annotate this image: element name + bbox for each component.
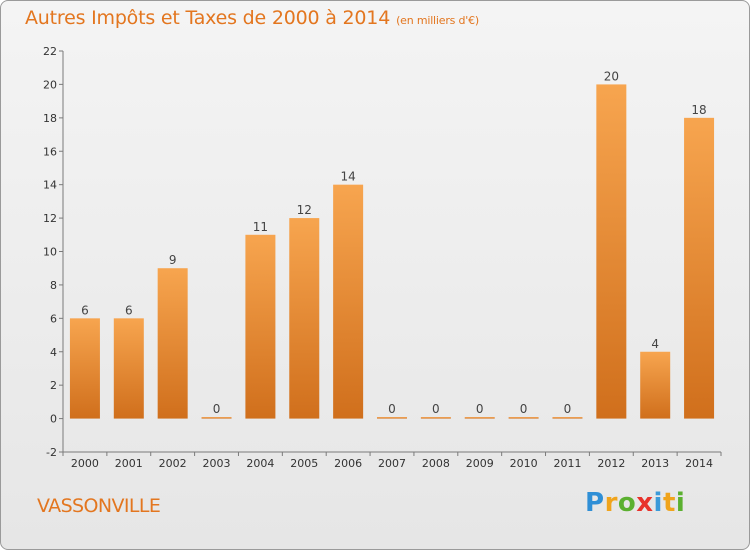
logo-letter: x — [636, 488, 654, 518]
logo-letter: P — [585, 488, 605, 518]
chart-unit: (en milliers d'€) — [396, 14, 479, 27]
data-label: 14 — [340, 170, 355, 184]
bars — [69, 84, 715, 419]
chart-title-text: Autres Impôts et Taxes de 2000 à 2014 — [25, 7, 391, 29]
y-tick-label: 14 — [43, 179, 57, 192]
bar — [464, 417, 495, 419]
bar — [201, 417, 232, 419]
data-label: 9 — [169, 253, 177, 267]
data-label: 18 — [691, 103, 706, 117]
data-label: 0 — [564, 402, 572, 416]
x-tick-label: 2004 — [246, 457, 274, 470]
logo-letter: r — [604, 488, 618, 518]
x-tick-label: 2005 — [290, 457, 318, 470]
y-tick-label: 16 — [43, 145, 57, 158]
x-tick-label: 2010 — [510, 457, 538, 470]
data-label: 4 — [651, 337, 659, 351]
x-tick-label: 2012 — [597, 457, 625, 470]
y-tick-label: 12 — [43, 212, 57, 225]
data-label: 0 — [213, 402, 221, 416]
data-label: 0 — [388, 402, 396, 416]
logo-letter: t — [662, 488, 676, 518]
x-tick-label: 2000 — [71, 457, 99, 470]
x-tick-label: 2014 — [685, 457, 713, 470]
x-tick-label: 2001 — [115, 457, 143, 470]
bar — [377, 417, 407, 419]
bar — [684, 117, 715, 419]
bar — [289, 218, 320, 419]
y-tick-label: 0 — [50, 413, 57, 426]
data-label: 0 — [520, 402, 528, 416]
bar — [640, 351, 671, 419]
y-tick-label: 22 — [43, 45, 57, 58]
data-label: 6 — [125, 303, 133, 317]
chart-title: Autres Impôts et Taxes de 2000 à 2014 (en… — [25, 7, 479, 29]
data-label: 11 — [253, 220, 268, 234]
x-tick-label: 2002 — [159, 457, 187, 470]
bar — [245, 234, 276, 419]
x-tick-label: 2007 — [378, 457, 406, 470]
y-tick-label: 4 — [50, 346, 57, 359]
commune-name: VASSONVILLE — [37, 495, 161, 517]
logo-letter: i — [675, 488, 686, 518]
data-label: 0 — [476, 402, 484, 416]
bar — [69, 318, 100, 419]
bar — [552, 417, 583, 419]
y-tick-label: 20 — [43, 78, 57, 91]
y-tick-label: 18 — [43, 112, 57, 125]
data-label: 0 — [432, 402, 440, 416]
x-axis: 2000 2001 2002 2003 2004 2005 2006 2007 2008 2009… — [62, 451, 722, 470]
x-tick-label: 2008 — [422, 457, 450, 470]
data-label: 12 — [297, 203, 312, 217]
x-tick-label: 2006 — [334, 457, 362, 470]
x-tick-label: 2013 — [641, 457, 669, 470]
y-tick-label: -2 — [46, 446, 57, 459]
y-tick-label: 8 — [50, 279, 57, 292]
bar — [508, 417, 539, 419]
bar — [333, 184, 364, 419]
data-label: 6 — [81, 303, 89, 317]
bar — [596, 84, 627, 419]
bar — [113, 318, 144, 419]
y-tick-label: 10 — [43, 246, 57, 259]
y-axis: -2 0 2 4 6 8 10 12 14 16 18 20 22 — [43, 45, 64, 459]
data-labels: 6 6 9 0 11 12 14 0 0 0 0 0 20 4 18 — [81, 69, 707, 416]
y-tick-label: 6 — [50, 312, 57, 325]
proxiti-logo[interactable]: Proxiti — [585, 488, 685, 518]
data-label: 20 — [604, 69, 619, 83]
bar — [157, 268, 188, 419]
logo-letter: i — [653, 488, 663, 518]
logo-letter: o — [617, 488, 637, 518]
x-tick-label: 2003 — [203, 457, 231, 470]
bar — [420, 417, 451, 419]
x-tick-label: 2009 — [466, 457, 494, 470]
y-tick-label: 2 — [50, 379, 57, 392]
x-tick-label: 2011 — [553, 457, 581, 470]
